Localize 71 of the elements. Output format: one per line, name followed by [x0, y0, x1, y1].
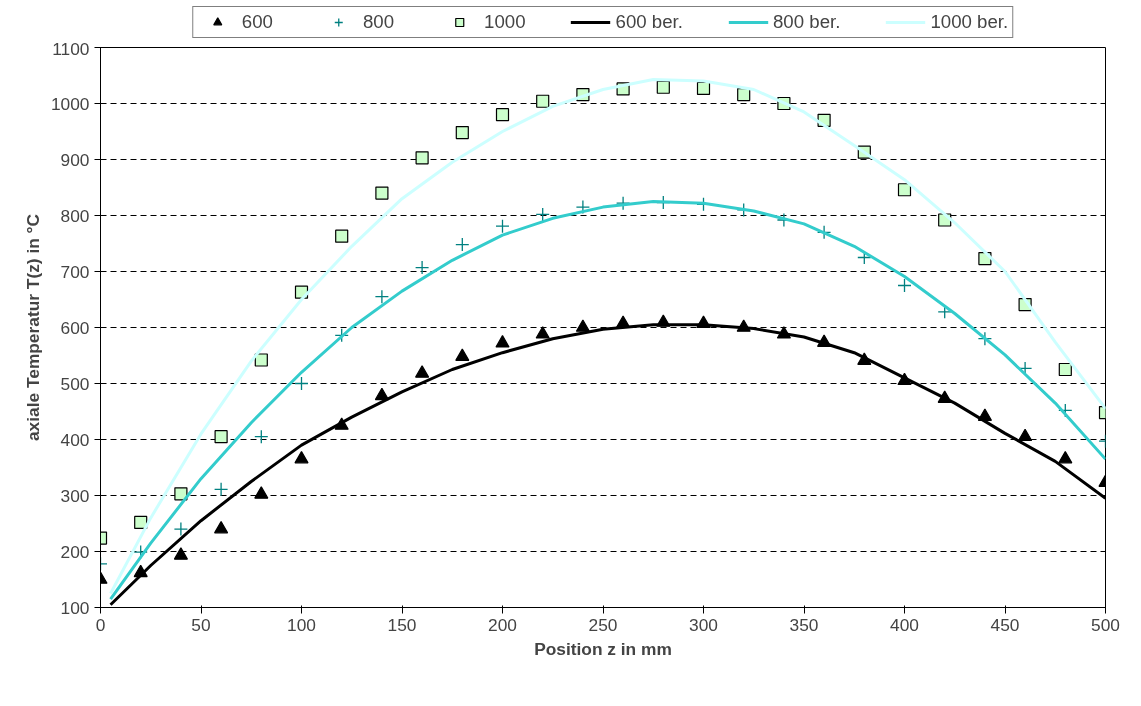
y-tick-label: 1000: [50, 93, 90, 114]
y-tick-label: 200: [60, 541, 90, 562]
point: [575, 319, 590, 332]
y-tick-label: 1100: [52, 38, 90, 59]
y-tick-label: 600: [60, 317, 90, 338]
x-tick-label: 150: [387, 614, 417, 635]
point: [294, 376, 309, 391]
legend-label: 600: [241, 11, 273, 33]
point: [1058, 362, 1072, 377]
legend-label: 1000: [484, 11, 526, 33]
point: [415, 365, 430, 378]
point: [134, 515, 148, 529]
x-tick-label: 50: [191, 614, 211, 635]
point: [897, 278, 912, 293]
point: [254, 486, 269, 499]
x-tick-label: 250: [588, 614, 618, 635]
y-tick-label: 400: [60, 429, 90, 450]
point: [254, 429, 269, 444]
point: [335, 229, 349, 243]
point: [1018, 428, 1033, 442]
legend-label: 800 ber.: [772, 11, 841, 33]
y-tick-label: 700: [60, 261, 90, 282]
x-tick-label: 0: [95, 614, 106, 635]
point: [495, 218, 510, 234]
y-tick-label: 100: [60, 597, 90, 618]
point: [173, 547, 188, 560]
x-tick-label: 350: [789, 614, 819, 635]
point: [656, 80, 670, 94]
x-tick-label: 100: [287, 614, 316, 635]
line-series: [109, 77, 1106, 595]
point: [214, 430, 228, 444]
x-tick-label: 300: [689, 614, 718, 635]
point: [415, 151, 429, 165]
legend-label: 1000 ber.: [930, 11, 1009, 33]
point: [294, 450, 309, 464]
point: [374, 289, 390, 304]
legend-label: 600 ber.: [615, 11, 683, 33]
y-tick-label: 500: [60, 373, 90, 394]
x-tick-label: 450: [990, 614, 1020, 635]
x-axis-title: Position z in mm: [534, 638, 672, 659]
point: [816, 225, 832, 240]
line-series: [109, 200, 1106, 601]
point: [535, 207, 550, 222]
point: [1058, 450, 1073, 464]
point: [214, 520, 229, 534]
x-tick-label: 400: [890, 614, 919, 635]
point: [696, 81, 711, 95]
y-axis-title: axiale Temperatur T(z) in °C: [22, 213, 43, 442]
point: [213, 482, 229, 497]
y-tick-label: 300: [60, 485, 90, 506]
point: [254, 353, 268, 367]
point: [536, 94, 550, 108]
point: [535, 326, 550, 339]
point: [495, 108, 510, 122]
point: [897, 183, 912, 197]
x-tick-label: 200: [488, 614, 517, 635]
point: [414, 260, 430, 275]
point: [173, 521, 189, 537]
x-tick-label: 500: [1091, 614, 1120, 635]
point: [575, 199, 591, 215]
legend-label: 800: [362, 11, 395, 33]
y-tick-label: 900: [60, 149, 90, 170]
point: [375, 186, 389, 200]
point: [977, 331, 993, 346]
point: [495, 335, 510, 348]
point: [455, 237, 470, 252]
point: [334, 328, 349, 343]
point: [455, 126, 469, 140]
y-tick-label: 800: [60, 205, 90, 226]
point: [174, 487, 188, 501]
point: [455, 348, 470, 361]
